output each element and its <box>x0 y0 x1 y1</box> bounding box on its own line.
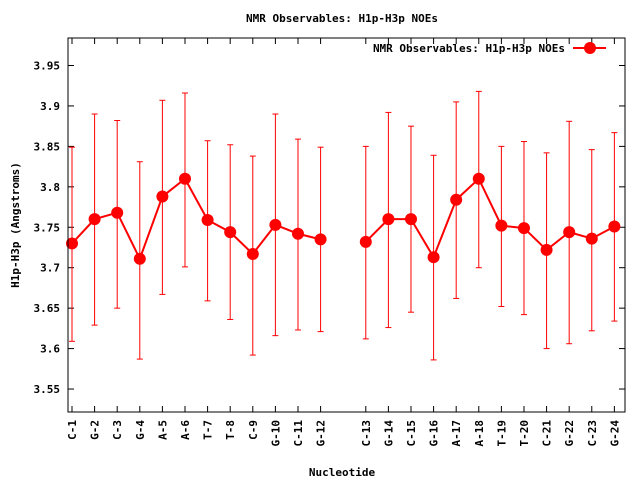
data-point <box>224 226 237 239</box>
x-tick-label: G-12 <box>315 420 328 447</box>
x-tick-label: T-7 <box>202 420 215 440</box>
y-tick-label: 3.9 <box>40 100 60 113</box>
y-tick-label: 3.95 <box>34 60 61 73</box>
data-point <box>359 235 372 248</box>
x-tick-label: C-15 <box>405 420 418 447</box>
y-tick-label: 3.85 <box>34 140 61 153</box>
data-points <box>66 172 621 265</box>
x-tick-label: G-22 <box>563 420 576 447</box>
series-line <box>71 177 321 262</box>
y-tick-label: 3.6 <box>40 343 60 356</box>
legend-marker <box>584 42 596 54</box>
x-tick-label: T-8 <box>224 420 237 440</box>
data-point <box>585 232 598 245</box>
data-point <box>540 243 553 256</box>
data-point <box>133 252 146 265</box>
x-tick-label: A-5 <box>156 420 169 440</box>
y-axis-label: H1p-H3p (Angstroms) <box>9 162 22 288</box>
x-tick-label: T-20 <box>518 420 531 447</box>
data-point <box>427 251 440 264</box>
x-tick-label: T-19 <box>495 420 508 447</box>
x-axis-label: Nucleotide <box>309 466 376 479</box>
x-tick-label: G-24 <box>608 420 621 447</box>
x-tick-label: C-13 <box>360 420 373 447</box>
data-point <box>111 206 124 219</box>
data-point <box>156 190 169 203</box>
legend-label: NMR Observables: H1p-H3p NOEs <box>373 42 565 55</box>
y-tick-label: 3.8 <box>40 181 60 194</box>
plot-border <box>67 37 626 413</box>
x-tick-label: C-3 <box>111 420 124 440</box>
x-tick-label: G-2 <box>89 420 102 440</box>
data-point <box>382 213 395 226</box>
legend: NMR Observables: H1p-H3p NOEs <box>373 42 606 55</box>
series-line <box>365 177 615 260</box>
data-point <box>178 172 191 185</box>
data-point <box>314 233 327 246</box>
y-tick-label: 3.75 <box>34 221 61 234</box>
x-tick-label: A-17 <box>450 420 463 447</box>
data-point <box>88 213 101 226</box>
data-point <box>608 220 621 233</box>
x-tick-label: G-16 <box>428 420 441 447</box>
x-tick-label: G-4 <box>134 420 147 440</box>
x-tick-label: G-10 <box>269 420 282 447</box>
x-tick-label: C-1 <box>66 420 79 440</box>
x-tick-label: A-18 <box>473 420 486 447</box>
data-point <box>495 219 508 232</box>
data-point <box>66 237 79 250</box>
x-tick-label: C-23 <box>586 420 599 447</box>
y-axis-ticks: 3.55 3.6 3.65 3.7 3.75 3.8 3.85 3.9 3.95 <box>34 60 625 396</box>
x-tick-label: C-9 <box>247 420 260 440</box>
data-point <box>269 218 282 231</box>
x-tick-label: A-6 <box>179 420 192 440</box>
data-point <box>291 227 304 240</box>
x-tick-label: C-11 <box>292 420 305 447</box>
data-point <box>246 247 259 260</box>
y-tick-label: 3.65 <box>34 302 61 315</box>
data-point <box>563 226 576 239</box>
x-tick-label: C-21 <box>541 420 554 447</box>
data-point <box>404 213 417 226</box>
y-tick-label: 3.7 <box>40 262 60 275</box>
data-point <box>517 222 530 235</box>
data-point <box>472 172 485 185</box>
x-tick-label: G-14 <box>382 420 395 447</box>
y-tick-label: 3.55 <box>34 383 61 396</box>
series-lines <box>71 177 615 262</box>
chart-title: NMR Observables: H1p-H3p NOEs <box>246 12 438 25</box>
x-axis-ticks: C-1 G-2 C-3 G-4 A-5 A-6 T-7 T-8 C-9 G-10 C-11 G-12 C… <box>66 38 621 447</box>
data-point <box>201 213 214 226</box>
data-point <box>450 193 463 206</box>
